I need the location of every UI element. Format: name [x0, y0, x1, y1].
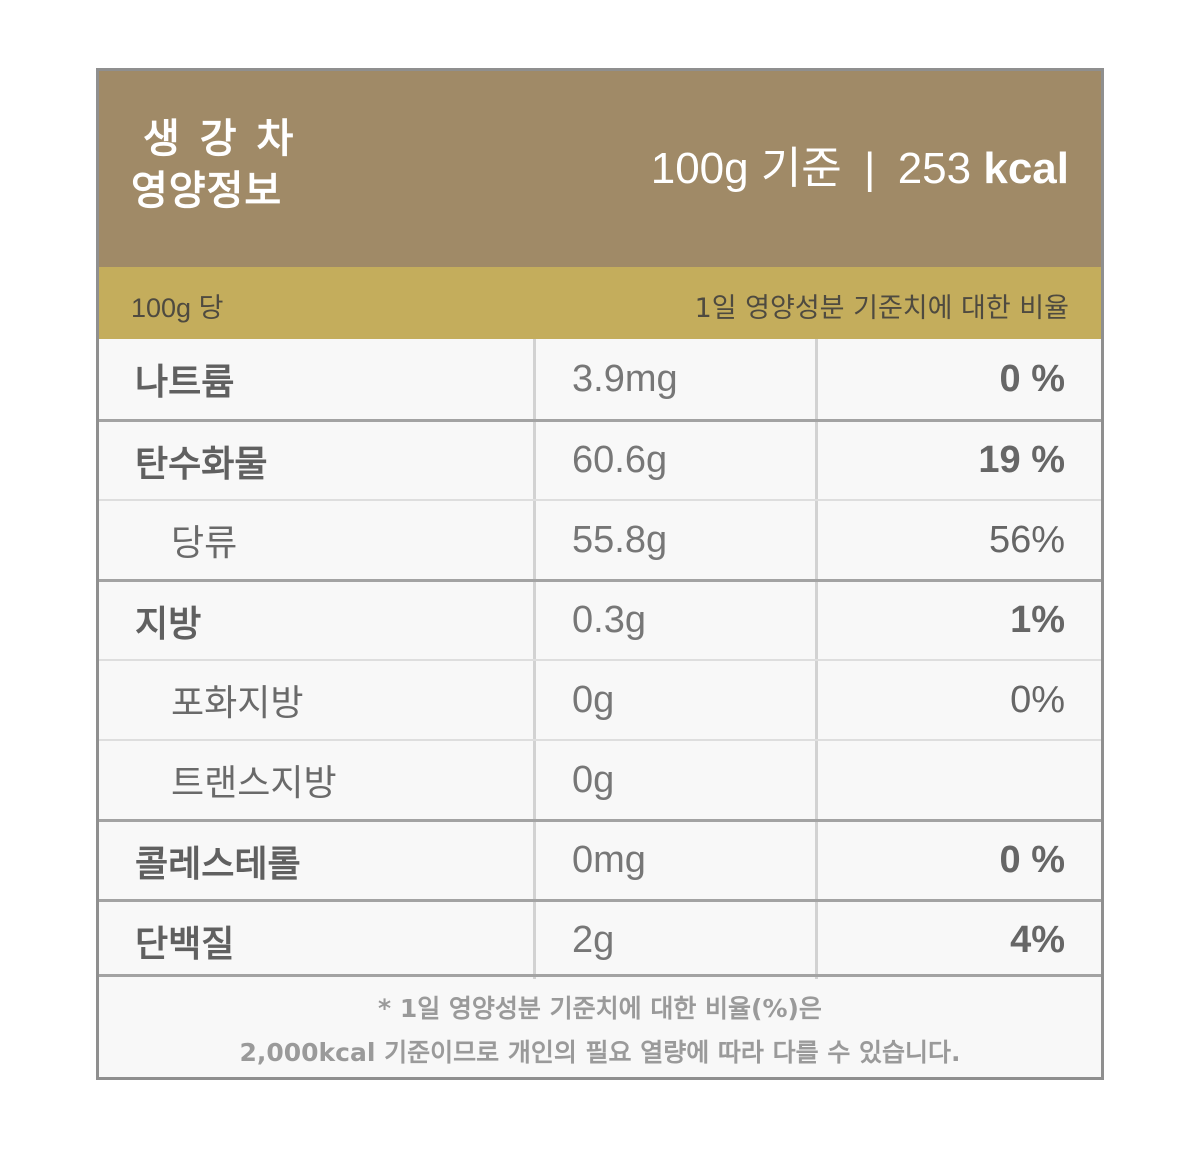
- nutrient-daily-value: 19 %: [978, 439, 1065, 481]
- table-row: 지방 0.3g 1%: [99, 579, 1101, 659]
- footnote-line-1: * 1일 영양성분 기준치에 대한 비율(%)은: [378, 994, 822, 1023]
- per-serving-label: 100g 당: [131, 293, 224, 323]
- nutrient-name: 콜레스테롤: [99, 822, 536, 899]
- nutrient-daily-value: 0 %: [999, 839, 1065, 881]
- nutrition-facts-panel: 생 강 차 영양정보 100g 기준 | 253 kcal 100g 당 1일 …: [96, 68, 1104, 1080]
- nutrition-header: 생 강 차 영양정보 100g 기준 | 253 kcal: [99, 71, 1101, 267]
- nutrient-amount: 0g: [536, 741, 818, 819]
- nutrient-amount: 0mg: [536, 822, 818, 899]
- title-label: 영양정보: [131, 168, 283, 214]
- footnote-line-2: 2,000kcal 기준이므로 개인의 필요 열량에 따라 다를 수 있습니다.: [239, 1038, 961, 1067]
- nutrient-amount: 0g: [536, 661, 818, 739]
- footnote: * 1일 영양성분 기준치에 대한 비율(%)은 2,000kcal 기준이므로…: [99, 974, 1101, 1077]
- calories-unit: kcal: [983, 144, 1069, 193]
- separator: |: [864, 144, 876, 193]
- nutrient-name: 포화지방: [99, 661, 536, 739]
- nutrient-amount: 60.6g: [536, 422, 818, 499]
- nutrient-name: 트랜스지방: [99, 741, 536, 819]
- nutrient-daily-value: 1%: [1010, 599, 1065, 641]
- nutrient-name: 탄수화물: [99, 422, 536, 499]
- nutrition-title: 생 강 차 영양정보: [131, 113, 294, 217]
- nutrient-name: 당류: [99, 501, 536, 579]
- calories-value: 253: [897, 144, 972, 193]
- nutrient-name: 지방: [99, 582, 536, 659]
- table-row: 포화지방 0g 0%: [99, 659, 1101, 739]
- table-row: 트랜스지방 0g: [99, 739, 1101, 819]
- nutrient-daily-value: 56%: [988, 518, 1065, 561]
- product-name: 생 강 차: [143, 116, 295, 162]
- nutrient-amount: 0.3g: [536, 582, 818, 659]
- calorie-summary: 100g 기준 | 253 kcal: [651, 141, 1069, 197]
- nutrient-name: 나트륨: [99, 339, 536, 419]
- table-row: 당류 55.8g 56%: [99, 499, 1101, 579]
- nutrient-amount: 2g: [536, 902, 818, 979]
- column-header-bar: 100g 당 1일 영양성분 기준치에 대한 비율: [99, 267, 1101, 339]
- table-row: 탄수화물 60.6g 19 %: [99, 419, 1101, 499]
- nutrient-daily-value: 0%: [1010, 678, 1065, 721]
- nutrient-daily-value: 0 %: [999, 357, 1065, 400]
- daily-value-label: 1일 영양성분 기준치에 대한 비율: [694, 293, 1069, 324]
- nutrient-daily-value: [818, 741, 1101, 819]
- serving-basis: 100g 기준: [650, 144, 842, 193]
- nutrient-table: 나트륨 3.9mg 0 % 탄수화물 60.6g 19 % 당류 55.8g 5…: [99, 339, 1101, 979]
- table-row: 콜레스테롤 0mg 0 %: [99, 819, 1101, 899]
- nutrient-daily-value: 4%: [1010, 919, 1065, 961]
- nutrient-amount: 55.8g: [536, 501, 818, 579]
- table-row: 단백질 2g 4%: [99, 899, 1101, 979]
- nutrient-amount: 3.9mg: [536, 339, 818, 419]
- nutrient-name: 단백질: [99, 902, 536, 979]
- table-row: 나트륨 3.9mg 0 %: [99, 339, 1101, 419]
